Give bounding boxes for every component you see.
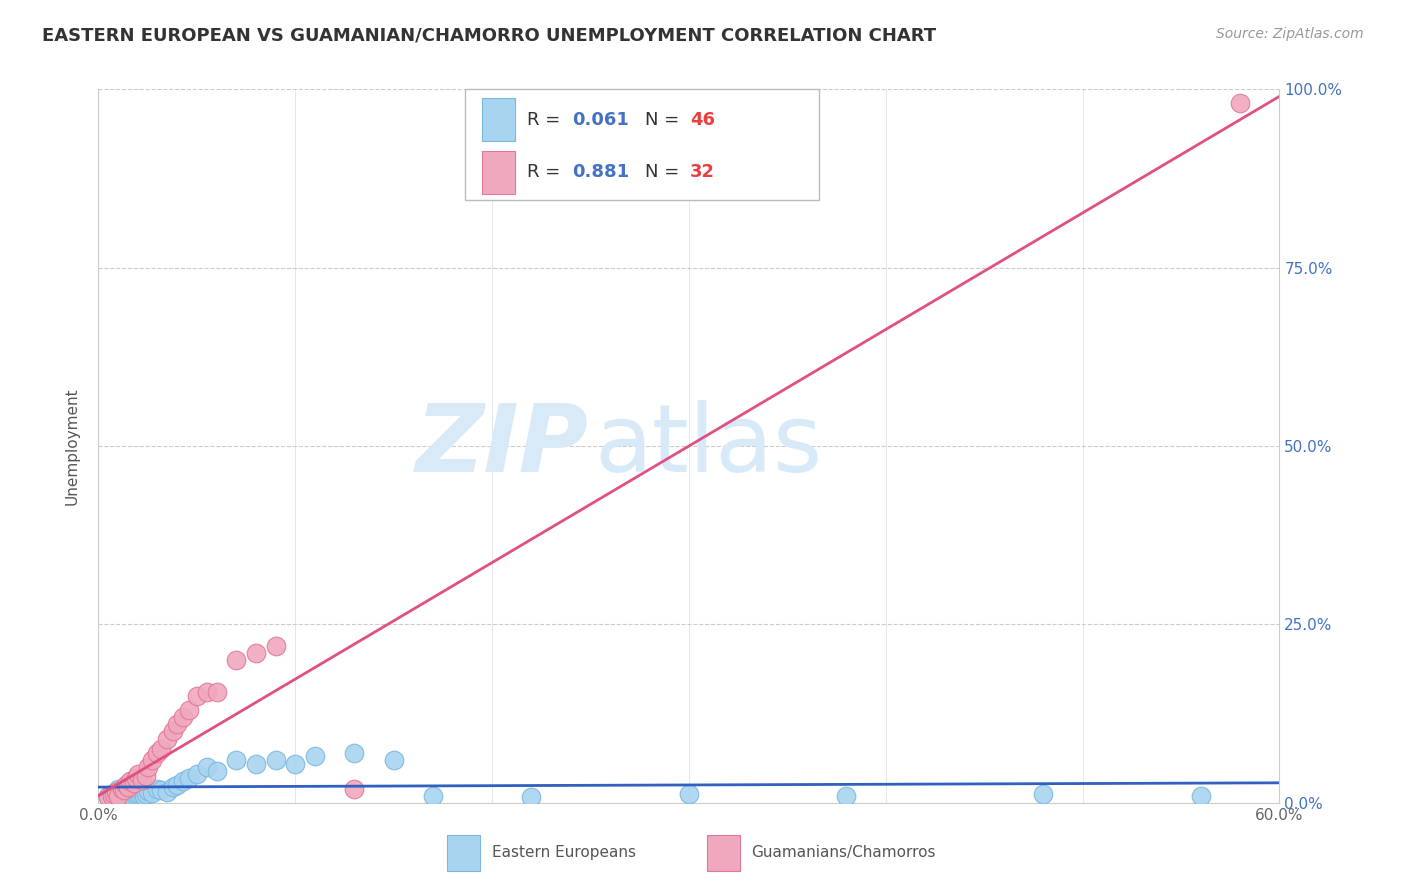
Point bbox=[343, 746, 366, 760]
Point bbox=[225, 753, 247, 767]
Text: Source: ZipAtlas.com: Source: ZipAtlas.com bbox=[1216, 27, 1364, 41]
Point bbox=[172, 710, 194, 724]
Text: 32: 32 bbox=[690, 163, 716, 181]
Point bbox=[177, 703, 200, 717]
Point bbox=[122, 786, 145, 800]
Point bbox=[150, 783, 173, 797]
Point bbox=[195, 760, 218, 774]
Point bbox=[108, 787, 131, 801]
FancyBboxPatch shape bbox=[707, 835, 740, 871]
Point bbox=[112, 785, 135, 799]
Point bbox=[146, 781, 169, 796]
Point bbox=[111, 781, 134, 796]
Point bbox=[115, 789, 138, 803]
Point bbox=[107, 789, 129, 803]
Point bbox=[264, 753, 287, 767]
Point bbox=[162, 724, 184, 739]
Point bbox=[205, 685, 228, 699]
Point bbox=[245, 756, 267, 771]
Point bbox=[166, 778, 188, 792]
Point bbox=[156, 785, 179, 799]
Point bbox=[101, 787, 124, 801]
Point bbox=[136, 784, 159, 798]
Point bbox=[118, 783, 141, 797]
Point bbox=[125, 789, 148, 804]
FancyBboxPatch shape bbox=[482, 98, 516, 141]
Point bbox=[127, 767, 149, 781]
Point bbox=[678, 787, 700, 801]
Point bbox=[1189, 789, 1212, 803]
Text: 0.061: 0.061 bbox=[572, 111, 628, 128]
Point bbox=[141, 753, 163, 767]
Point bbox=[422, 789, 444, 803]
Point bbox=[131, 772, 153, 787]
Text: atlas: atlas bbox=[595, 400, 823, 492]
Point bbox=[135, 769, 157, 783]
FancyBboxPatch shape bbox=[482, 151, 516, 194]
Point bbox=[125, 771, 148, 785]
Point bbox=[156, 731, 179, 746]
Point bbox=[117, 780, 139, 794]
Point bbox=[186, 767, 208, 781]
Point bbox=[111, 790, 134, 805]
Point bbox=[835, 789, 858, 803]
FancyBboxPatch shape bbox=[464, 89, 818, 200]
Text: Guamanians/Chamorros: Guamanians/Chamorros bbox=[752, 846, 936, 860]
Point bbox=[101, 789, 124, 803]
Text: ZIP: ZIP bbox=[416, 400, 589, 492]
Point bbox=[1229, 96, 1251, 111]
Y-axis label: Unemployment: Unemployment bbox=[65, 387, 80, 505]
Text: 46: 46 bbox=[690, 111, 716, 128]
Text: Eastern Europeans: Eastern Europeans bbox=[492, 846, 636, 860]
Point bbox=[150, 742, 173, 756]
Point bbox=[118, 790, 141, 805]
Point bbox=[343, 781, 366, 796]
Point bbox=[131, 785, 153, 799]
Point bbox=[382, 753, 405, 767]
Point bbox=[118, 774, 141, 789]
Point bbox=[121, 789, 143, 803]
Point bbox=[162, 780, 184, 794]
Point bbox=[132, 789, 155, 803]
Point bbox=[284, 756, 307, 771]
Point bbox=[97, 790, 120, 805]
Point bbox=[97, 789, 120, 803]
Point bbox=[136, 760, 159, 774]
Text: EASTERN EUROPEAN VS GUAMANIAN/CHAMORRO UNEMPLOYMENT CORRELATION CHART: EASTERN EUROPEAN VS GUAMANIAN/CHAMORRO U… bbox=[42, 27, 936, 45]
Point bbox=[177, 771, 200, 785]
Point bbox=[105, 785, 128, 799]
Point bbox=[122, 776, 145, 790]
Text: R =: R = bbox=[527, 111, 567, 128]
Point bbox=[186, 689, 208, 703]
Point bbox=[127, 788, 149, 802]
Point bbox=[520, 790, 543, 805]
Point bbox=[103, 787, 125, 801]
Text: N =: N = bbox=[645, 163, 685, 181]
Point bbox=[195, 685, 218, 699]
Point bbox=[107, 789, 129, 803]
Point bbox=[172, 774, 194, 789]
Point bbox=[264, 639, 287, 653]
Point bbox=[166, 717, 188, 731]
Point bbox=[103, 790, 125, 805]
Point bbox=[304, 749, 326, 764]
Point bbox=[105, 785, 128, 799]
Point bbox=[146, 746, 169, 760]
Point bbox=[245, 646, 267, 660]
Point bbox=[1032, 787, 1054, 801]
Point bbox=[117, 787, 139, 801]
Text: R =: R = bbox=[527, 163, 567, 181]
Point bbox=[115, 778, 138, 792]
Point bbox=[225, 653, 247, 667]
Text: 0.881: 0.881 bbox=[572, 163, 628, 181]
Text: N =: N = bbox=[645, 111, 685, 128]
Point bbox=[141, 786, 163, 800]
Point bbox=[135, 787, 157, 801]
Point bbox=[205, 764, 228, 778]
Point bbox=[128, 787, 150, 801]
FancyBboxPatch shape bbox=[447, 835, 479, 871]
Point bbox=[107, 781, 129, 796]
Point bbox=[112, 783, 135, 797]
